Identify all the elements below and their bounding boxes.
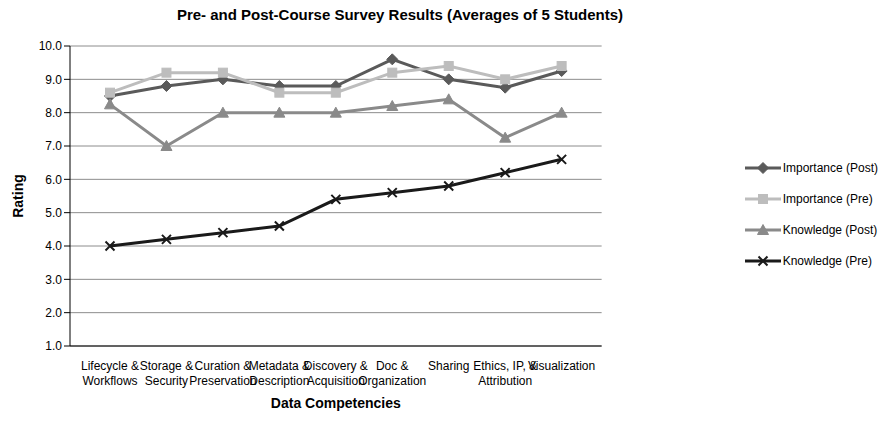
html-text:Attribution: Attribution <box>478 374 533 388</box>
svg-text:2.0: 2.0 <box>45 306 62 320</box>
svg-text:Data Competencies: Data Competencies <box>271 395 401 411</box>
html-text:Knowledge (Post): Knowledge (Post) <box>782 222 878 237</box>
svg-text:Rating: Rating <box>10 174 26 218</box>
svg-text:10.0: 10.0 <box>39 39 63 53</box>
svg-text:Sharing: Sharing <box>428 359 469 373</box>
html-text:Acquisition: Acquisition <box>306 374 365 388</box>
html-text:Importance (Pre): Importance (Pre) <box>782 191 873 206</box>
svg-text:Doc &Organization: Doc &Organization <box>358 359 426 388</box>
svg-text:Visualization: Visualization <box>528 359 595 373</box>
html-text:Knowledge (Pre): Knowledge (Pre) <box>782 253 872 268</box>
svg-text:5.0: 5.0 <box>45 206 62 220</box>
html-text:Ethics, IP, &: Ethics, IP, & <box>473 359 538 373</box>
svg-text:Lifecycle &Workflows: Lifecycle &Workflows <box>81 359 139 388</box>
svg-text:Curation &Preservation: Curation &Preservation <box>189 359 256 388</box>
svg-text:3.0: 3.0 <box>45 273 62 287</box>
html-text:Importance (Post): Importance (Post) <box>782 160 878 175</box>
svg-text:7.0: 7.0 <box>45 139 62 153</box>
svg-text:9.0: 9.0 <box>45 73 62 87</box>
svg-text:6.0: 6.0 <box>45 173 62 187</box>
svg-text:Storage &Security: Storage &Security <box>140 359 193 388</box>
svg-text:Metadata &Description: Metadata &Description <box>249 359 310 388</box>
svg-text:4.0: 4.0 <box>45 239 62 253</box>
svg-text:1.0: 1.0 <box>45 339 62 353</box>
svg-text:8.0: 8.0 <box>45 106 62 120</box>
html-text:Pre- and Post-Course Survey Re: Pre- and Post-Course Survey Results (Ave… <box>176 6 624 23</box>
html-text:Discovery &: Discovery & <box>303 359 368 373</box>
